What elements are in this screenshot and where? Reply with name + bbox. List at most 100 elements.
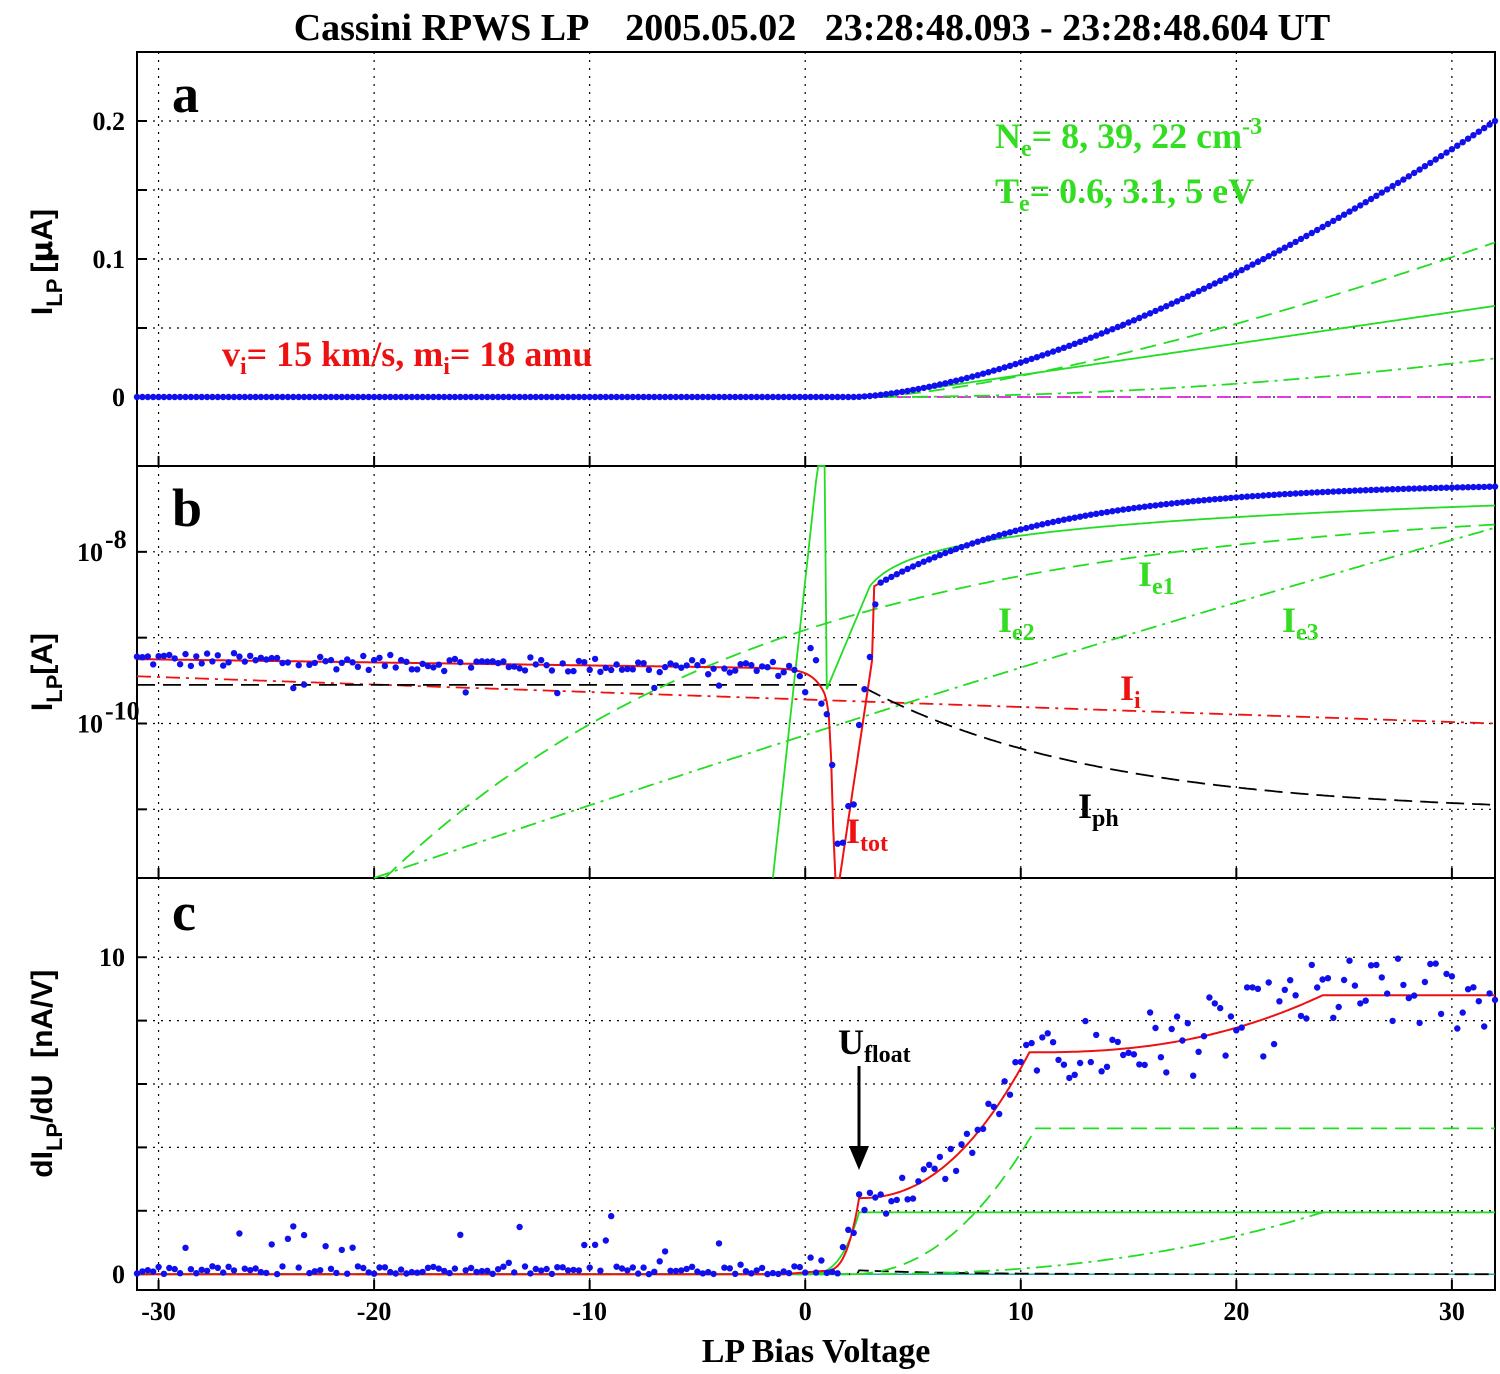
data-point-c (1491, 996, 1499, 1004)
data-point-b (1238, 493, 1245, 501)
data-point-c (182, 1244, 189, 1252)
data-point-c (317, 1267, 324, 1274)
data-point-a (1044, 350, 1051, 357)
data-point-b (575, 657, 583, 665)
y-tick-label-b: 10 (77, 710, 103, 739)
data-point-b (818, 700, 825, 707)
data-point-b (629, 666, 636, 673)
data-point-c (1006, 1091, 1014, 1098)
data-point-c (1120, 1051, 1127, 1059)
data-point-c (1093, 1031, 1100, 1039)
ylabel-b-unit: [A] (26, 633, 59, 675)
data-point-a (176, 393, 184, 401)
data-point-c (376, 1264, 383, 1271)
data-point-c (963, 1130, 971, 1138)
data-point-c (726, 1265, 733, 1272)
ylabel-a-unit2: A] (26, 209, 59, 241)
data-point-b (381, 662, 389, 670)
data-point-b (160, 652, 168, 659)
data-point-c (1346, 957, 1353, 964)
data-point-c (1168, 1025, 1175, 1033)
data-point-b (742, 660, 750, 667)
data-point-b (1066, 515, 1073, 522)
data-point-c (1411, 992, 1418, 999)
data-point-b (306, 661, 313, 668)
data-point-b (1243, 493, 1251, 500)
data-point-a (344, 393, 351, 401)
data-point-a (505, 393, 512, 401)
data-point-a (1146, 310, 1154, 317)
data-point-c (171, 1265, 178, 1273)
data-point-a (139, 393, 146, 401)
data-point-b (764, 664, 771, 671)
data-point-a (818, 393, 825, 401)
svg-text:ILP[μA]: ILP [μA] (25, 209, 67, 315)
data-point-b (963, 542, 971, 549)
data-point-a (160, 393, 168, 401)
data-point-c (899, 1174, 906, 1182)
data-point-b (866, 653, 874, 661)
data-point-a (284, 393, 292, 401)
x-axis-label: LP Bias Voltage (702, 1333, 931, 1370)
data-point-c (1066, 1074, 1073, 1082)
data-point-a (904, 387, 911, 395)
data-point-c (834, 1270, 841, 1277)
data-point-a (1152, 307, 1159, 315)
data-point-b (624, 665, 631, 673)
data-point-b (247, 652, 254, 659)
data-point-c (753, 1267, 760, 1274)
data-point-c (802, 1269, 809, 1276)
data-point-b (338, 659, 345, 666)
data-point-a (1028, 355, 1035, 363)
data-point-c (419, 1268, 426, 1276)
data-point-a (209, 393, 216, 401)
data-point-c (387, 1268, 394, 1276)
label-ufloat: Ufloat (838, 1022, 911, 1068)
data-point-b (365, 666, 372, 674)
data-point-b (376, 654, 383, 661)
data-point-c (1362, 997, 1369, 1004)
label-ie3-main: I (1282, 600, 1296, 640)
data-point-b (926, 556, 933, 563)
data-point-c (198, 1266, 205, 1274)
data-point-c (629, 1264, 636, 1271)
data-point-c (1227, 1013, 1235, 1020)
data-point-c (166, 1264, 173, 1272)
data-point-a (1475, 128, 1483, 135)
data-point-c (354, 1263, 362, 1270)
data-point-b (1022, 524, 1030, 532)
data-point-b (236, 653, 243, 660)
data-point-a (381, 393, 389, 401)
label-itot-sub: tot (860, 831, 888, 857)
data-point-c (602, 1237, 609, 1244)
data-point-c (640, 1264, 647, 1271)
ylabel-a-mu: μ (25, 241, 60, 263)
data-point-c (586, 1264, 593, 1271)
data-point-a (1098, 330, 1105, 337)
data-point-c (521, 1263, 529, 1270)
data-point-c (893, 1196, 900, 1204)
data-point-b (451, 655, 459, 663)
data-point-b (1287, 490, 1294, 497)
data-point-a (1448, 146, 1456, 153)
data-point-b (796, 672, 803, 680)
data-point-b (651, 684, 658, 692)
data-point-a (1217, 277, 1224, 284)
data-point-a (1459, 139, 1466, 146)
data-point-b (257, 654, 265, 661)
panel-b-itot (136, 485, 1496, 879)
data-point-b (640, 660, 647, 667)
x-tick-label: 0 (799, 1297, 812, 1326)
data-point-a (203, 393, 211, 401)
ann-mi-sub: i (443, 354, 450, 380)
data-point-b (392, 664, 399, 671)
data-point-a (532, 393, 539, 401)
data-point-b (187, 662, 195, 670)
data-point-a (1071, 340, 1078, 347)
data-point-c (1233, 1027, 1240, 1034)
data-point-a (1346, 208, 1353, 215)
data-point-c (791, 1263, 798, 1270)
data-point-b (1028, 523, 1035, 530)
data-point-c (1470, 984, 1477, 991)
data-point-b (1163, 500, 1170, 508)
